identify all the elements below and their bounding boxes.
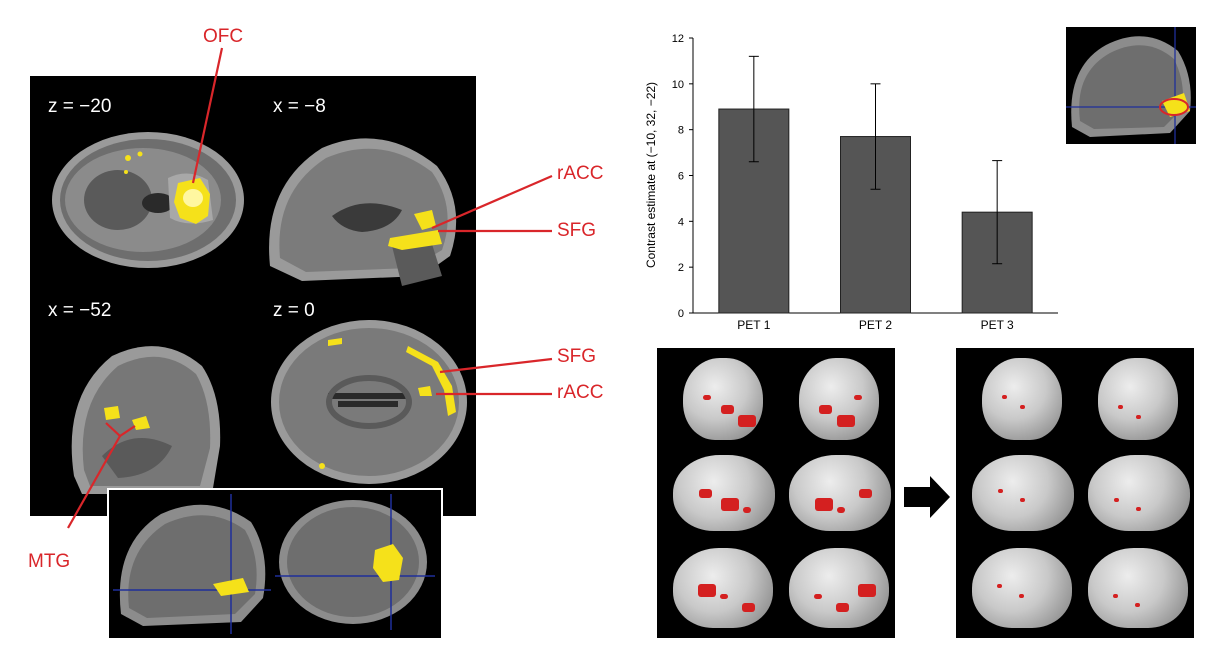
- activation-spot: [742, 603, 755, 613]
- activation-spot: [1135, 414, 1141, 419]
- brain-render-3d: [972, 455, 1074, 531]
- axial-slice-z-0: [271, 320, 467, 484]
- activation-spot: [854, 394, 863, 401]
- brain-render-3d: [789, 455, 891, 531]
- activation-spot: [1113, 498, 1119, 503]
- slice-label-z-0: z = 0: [273, 300, 315, 321]
- activation-spot: [819, 404, 832, 414]
- label-sfg-bottom: SFG: [557, 346, 597, 367]
- brain-render-3d: [683, 358, 763, 440]
- brain-render-3d: [799, 358, 879, 440]
- y-tick-label: 12: [672, 33, 684, 45]
- inset-axial-crosshair: [275, 494, 435, 630]
- label-mtg: MTG: [28, 551, 71, 572]
- axial-slice-z-minus-20: [52, 132, 244, 268]
- x-tick-label: PET 3: [981, 318, 1014, 332]
- label-ofc: OFC: [203, 26, 244, 47]
- activation-spot: [814, 498, 833, 511]
- activation-spot: [738, 414, 757, 428]
- activation-spot: [743, 507, 752, 514]
- activation-spot: [698, 489, 712, 499]
- brain-render-3d: [673, 548, 773, 628]
- activation-spot: [720, 498, 739, 511]
- activation-spot: [814, 593, 822, 600]
- label-racc-top: rACC: [557, 163, 604, 184]
- activation-spot: [859, 489, 873, 499]
- activation-spot: [720, 404, 734, 414]
- right-arrow-icon: [904, 476, 950, 518]
- y-tick-label: 4: [678, 216, 684, 228]
- label-racc-bottom: rACC: [557, 382, 604, 403]
- label-sfg-top: SFG: [557, 220, 597, 241]
- y-tick-label: 8: [678, 125, 684, 137]
- activation-spot: [720, 593, 728, 600]
- y-tick-label: 0: [678, 308, 684, 320]
- y-tick-label: 6: [678, 171, 684, 183]
- activation-spot: [858, 584, 876, 597]
- activation-spot: [703, 394, 711, 401]
- slice-label-z-minus-20: z = −20: [48, 96, 112, 117]
- chart-ylabel: Contrast estimate at (−10, 32, −22): [644, 82, 658, 268]
- transition-arrow: [904, 476, 950, 518]
- contrast-bar-chart: Contrast estimate at (−10, 32, −22) 0 2 4 6…: [644, 33, 1058, 332]
- x-tick-label: PET 2: [859, 318, 892, 332]
- slice-label-x-minus-8: x = −8: [273, 96, 326, 117]
- chart-inset-sagittal: [1066, 27, 1196, 144]
- slice-label-x-minus-52: x = −52: [48, 300, 112, 321]
- activation-spot: [836, 507, 845, 514]
- activation-spot: [1019, 498, 1025, 503]
- activation-spot: [698, 584, 716, 597]
- y-tick-label: 2: [678, 262, 684, 274]
- brain-render-3d: [673, 455, 775, 531]
- y-tick-label: 10: [672, 79, 684, 91]
- brain-render-3d: [1088, 455, 1190, 531]
- activation-spot: [1118, 404, 1123, 409]
- activation-spot: [1113, 593, 1118, 598]
- activation-spot: [1135, 507, 1141, 512]
- sagittal-slice-x-minus-8: [269, 138, 457, 286]
- activation-spot: [997, 584, 1002, 588]
- x-tick-label: PET 1: [737, 318, 770, 332]
- activation-spot: [1135, 603, 1140, 608]
- brain-render-3d: [1098, 358, 1178, 440]
- activation-spot: [836, 414, 855, 428]
- activation-spot: [997, 489, 1003, 494]
- activation-spot: [1002, 394, 1007, 399]
- activation-spot: [1019, 404, 1025, 409]
- activation-spot: [836, 603, 849, 613]
- brain-render-3d: [982, 358, 1062, 440]
- annotation-lines: [67, 47, 553, 529]
- activation-spot: [1019, 593, 1024, 598]
- brain-render-3d: [1088, 548, 1188, 628]
- inset-sagittal-crosshair: [113, 494, 271, 634]
- brain-render-3d: [972, 548, 1072, 628]
